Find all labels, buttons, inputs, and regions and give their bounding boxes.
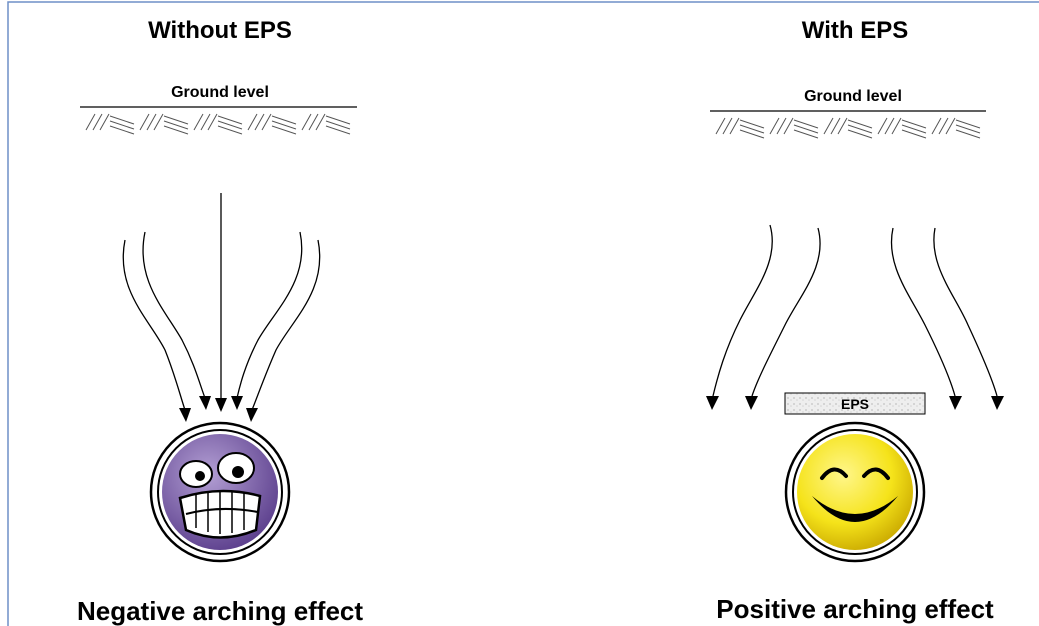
right-arrows	[706, 224, 1004, 410]
right-title: With EPS	[802, 17, 908, 44]
right-caption: Positive arching effect	[716, 594, 994, 624]
sad-face	[149, 421, 291, 563]
arrow	[712, 224, 773, 397]
arrow	[142, 231, 206, 399]
arrow	[933, 227, 998, 397]
left-hatch	[85, 113, 351, 135]
left-caption: Negative arching effect	[77, 596, 363, 626]
hatch-lines	[715, 117, 981, 139]
left-arrows	[122, 193, 321, 422]
right-ground-label: Ground level	[804, 88, 902, 105]
happy-face	[784, 421, 926, 563]
arrow	[251, 239, 321, 411]
hatch-lines	[85, 113, 351, 135]
arrow	[122, 239, 186, 411]
arrow	[236, 231, 303, 399]
left-title: Without EPS	[148, 17, 292, 44]
arrow	[890, 227, 956, 397]
eps-block	[784, 392, 926, 415]
eps-label: EPS	[841, 396, 869, 412]
arrow	[751, 227, 821, 397]
left-ground-label: Ground level	[171, 84, 269, 101]
right-hatch	[715, 117, 981, 139]
frame	[7, 1, 1039, 626]
